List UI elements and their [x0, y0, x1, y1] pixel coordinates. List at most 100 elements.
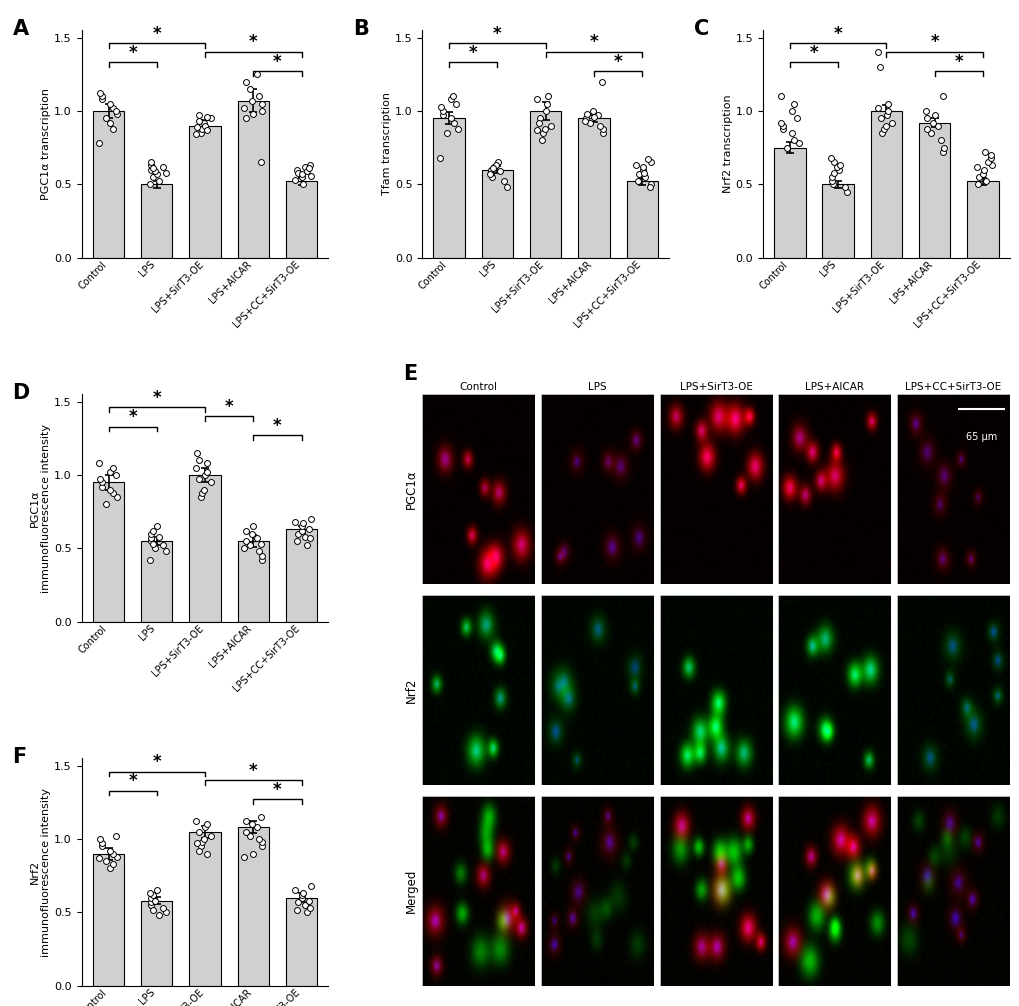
- Point: [289, 526, 306, 542]
- Point: [918, 111, 934, 127]
- Point: [790, 135, 806, 151]
- Point: [254, 838, 270, 854]
- Point: [242, 537, 258, 553]
- Point: [142, 176, 158, 192]
- Y-axis label: PGC1α transcription: PGC1α transcription: [42, 88, 51, 200]
- Point: [288, 901, 305, 917]
- Bar: [141, 900, 172, 986]
- Point: [591, 118, 607, 134]
- Point: [774, 121, 791, 137]
- Text: *: *: [249, 33, 258, 51]
- Point: [294, 515, 311, 531]
- Point: [155, 900, 171, 916]
- Text: *: *: [152, 25, 161, 42]
- Text: C: C: [693, 19, 708, 39]
- Point: [94, 835, 110, 851]
- Point: [92, 472, 108, 488]
- Point: [302, 157, 318, 173]
- Bar: [285, 529, 317, 622]
- Point: [143, 154, 159, 170]
- Point: [822, 150, 839, 166]
- Point: [151, 907, 167, 924]
- Point: [191, 472, 207, 488]
- Point: [107, 103, 123, 119]
- Point: [94, 474, 110, 490]
- Point: [145, 887, 161, 903]
- Point: [294, 887, 311, 903]
- Point: [983, 157, 1000, 173]
- Point: [155, 537, 171, 553]
- Text: D: D: [12, 383, 30, 402]
- Text: *: *: [273, 781, 281, 799]
- Point: [287, 514, 304, 530]
- Bar: [141, 541, 172, 622]
- Point: [975, 144, 991, 160]
- Point: [302, 900, 318, 916]
- Point: [528, 92, 544, 108]
- Text: *: *: [128, 772, 137, 790]
- Text: *: *: [589, 33, 598, 51]
- Text: *: *: [273, 52, 281, 70]
- Point: [299, 904, 315, 920]
- Text: *: *: [249, 762, 258, 780]
- Text: *: *: [469, 43, 477, 61]
- Text: E: E: [403, 364, 417, 384]
- Point: [303, 167, 319, 183]
- Point: [879, 103, 896, 119]
- Point: [434, 108, 450, 124]
- Point: [187, 814, 204, 830]
- Point: [832, 157, 848, 173]
- Y-axis label: PGC1α: PGC1α: [405, 469, 418, 509]
- Point: [485, 160, 501, 176]
- Point: [196, 482, 212, 498]
- Point: [823, 169, 840, 185]
- Text: B: B: [353, 19, 369, 39]
- Point: [288, 162, 305, 178]
- Point: [91, 135, 107, 151]
- Point: [199, 455, 215, 471]
- Point: [105, 485, 121, 501]
- Point: [237, 111, 254, 127]
- Point: [533, 132, 549, 148]
- Point: [242, 828, 258, 844]
- Point: [91, 455, 107, 471]
- Bar: [966, 181, 998, 258]
- Point: [293, 889, 310, 905]
- Point: [578, 111, 594, 127]
- Point: [970, 169, 986, 185]
- Point: [94, 92, 110, 108]
- Text: *: *: [224, 397, 233, 415]
- Point: [628, 157, 644, 173]
- Point: [149, 166, 165, 182]
- Point: [245, 846, 261, 862]
- Point: [254, 552, 270, 568]
- Point: [249, 530, 265, 546]
- Text: *: *: [128, 407, 137, 426]
- Point: [236, 540, 253, 556]
- Text: *: *: [152, 752, 161, 771]
- Bar: [237, 541, 269, 622]
- Point: [196, 831, 212, 847]
- Point: [94, 838, 110, 854]
- Point: [498, 179, 515, 195]
- Point: [542, 118, 558, 134]
- Point: [786, 132, 802, 148]
- Point: [785, 96, 801, 112]
- Point: [491, 163, 507, 179]
- Point: [199, 109, 215, 125]
- Point: [155, 159, 171, 175]
- Point: [871, 58, 888, 74]
- Text: *: *: [128, 43, 137, 61]
- Point: [191, 108, 207, 124]
- Point: [109, 849, 125, 865]
- Text: *: *: [809, 43, 817, 61]
- Bar: [93, 854, 124, 986]
- Point: [102, 464, 118, 480]
- Point: [244, 816, 260, 832]
- Point: [483, 162, 499, 178]
- Point: [143, 533, 159, 549]
- Point: [143, 889, 159, 905]
- Point: [194, 834, 210, 850]
- Point: [237, 73, 254, 90]
- Point: [92, 86, 108, 102]
